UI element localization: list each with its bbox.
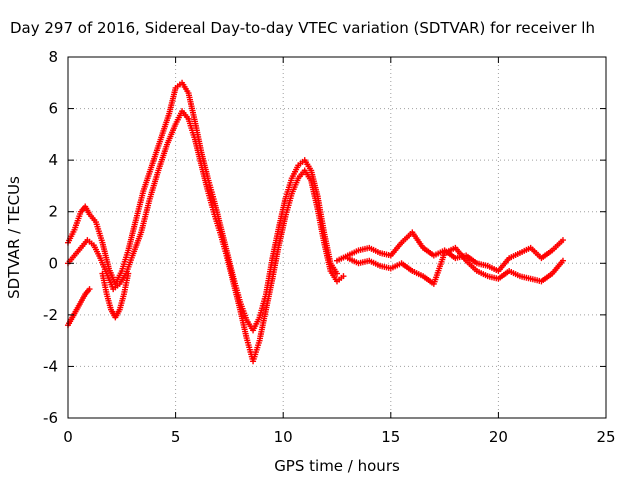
chart-title: Day 297 of 2016, Sidereal Day-to-day VTE… — [10, 19, 595, 37]
y-tick-label: 4 — [48, 151, 58, 169]
y-tick-label: 6 — [48, 100, 58, 118]
data-point — [125, 270, 132, 277]
y-tick-label: -4 — [43, 357, 58, 375]
data-points — [65, 79, 566, 365]
y-tick-label: -2 — [43, 306, 58, 324]
x-tick-label: 10 — [274, 428, 293, 446]
x-axis-title: GPS time / hours — [274, 457, 400, 475]
x-tick-label: 20 — [489, 428, 508, 446]
y-tick-label: 0 — [48, 254, 58, 272]
x-tick-label: 15 — [381, 428, 400, 446]
x-tick-label: 0 — [63, 428, 73, 446]
y-tick-label: 8 — [48, 48, 58, 66]
y-tick-label: -6 — [43, 409, 58, 427]
x-tick-label: 25 — [596, 428, 615, 446]
data-point — [559, 237, 566, 244]
y-tick-label: 2 — [48, 203, 58, 221]
series-track-d — [99, 270, 132, 321]
data-point — [340, 273, 347, 280]
plot-frame — [67, 56, 607, 419]
series-track-f — [344, 244, 566, 287]
data-point — [334, 270, 340, 277]
data-point — [559, 257, 566, 264]
data-point — [86, 286, 93, 293]
series-track-c — [65, 286, 93, 329]
grid — [68, 57, 606, 418]
axis-ticks: 0 5 10 15 20 25 -6 -4 -2 0 2 4 6 8 — [43, 48, 616, 446]
series-track-e — [334, 229, 566, 275]
x-tick-label: 5 — [171, 428, 181, 446]
series-track-b — [65, 108, 347, 365]
y-axis-title: SDTVAR / TECUs — [5, 176, 23, 299]
